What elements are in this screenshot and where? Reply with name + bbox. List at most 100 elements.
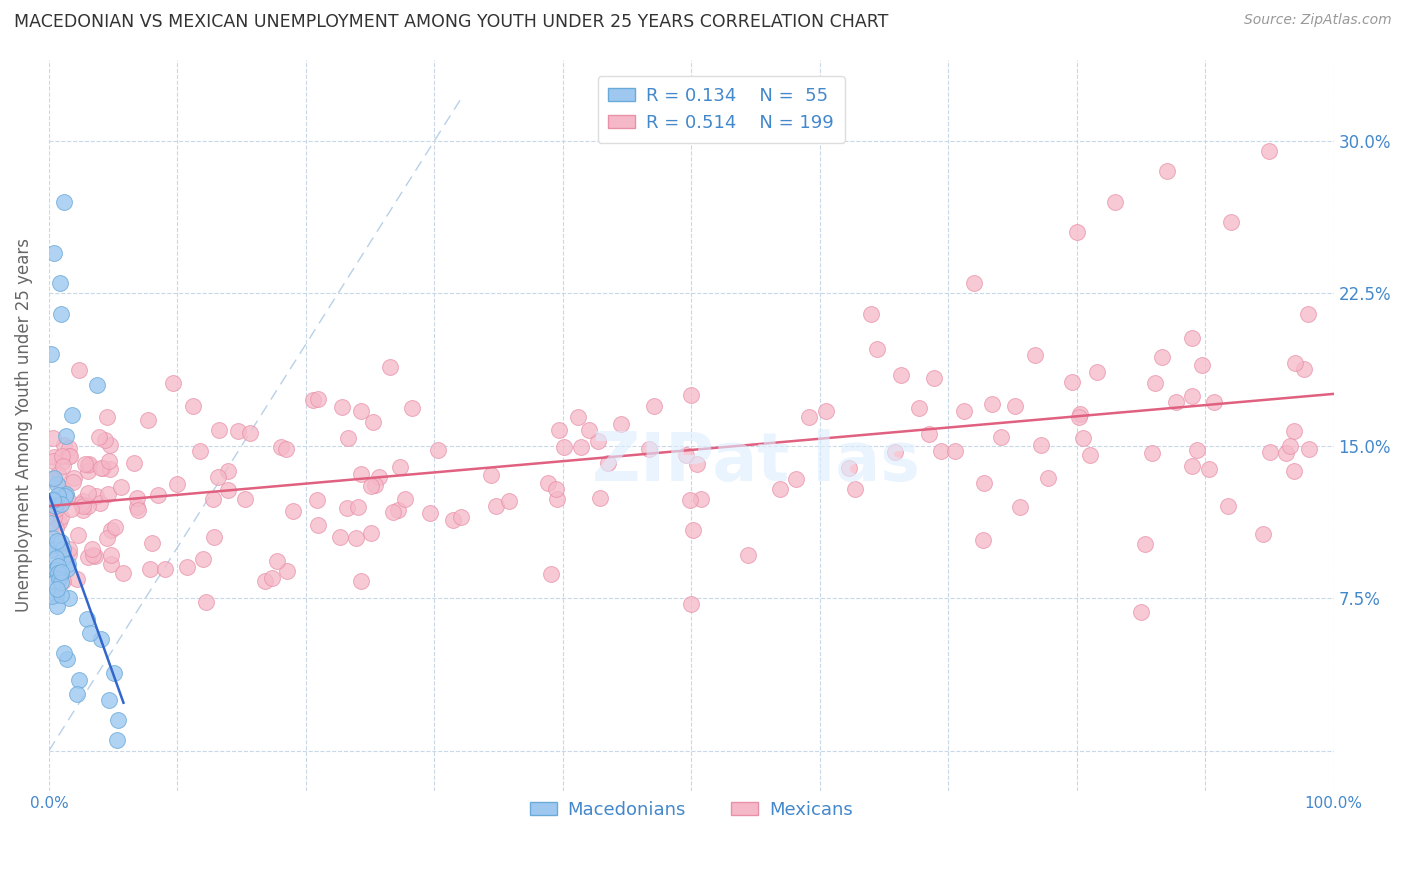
Point <box>48 516 70 530</box>
Point <box>112 566 135 581</box>
Point <box>1036 471 1059 485</box>
Point <box>41 472 63 486</box>
Point <box>419 506 441 520</box>
Point <box>1135 537 1157 551</box>
Point <box>46 488 69 502</box>
Point <box>127 503 149 517</box>
Point <box>63 471 86 485</box>
Point <box>679 493 702 508</box>
Point <box>963 276 986 290</box>
Point <box>208 423 231 437</box>
Point <box>329 530 352 544</box>
Point <box>1069 407 1091 421</box>
Point <box>100 523 122 537</box>
Point <box>122 456 145 470</box>
Point <box>72 499 94 513</box>
Point <box>498 494 520 508</box>
Point <box>46 566 69 581</box>
Point <box>91 461 114 475</box>
Point <box>1181 458 1204 473</box>
Text: Source: ZipAtlas.com: Source: ZipAtlas.com <box>1244 13 1392 28</box>
Point <box>690 492 713 507</box>
Point <box>45 521 67 535</box>
Point <box>136 413 159 427</box>
Point <box>980 397 1002 411</box>
Point <box>546 482 568 496</box>
Point <box>52 542 75 557</box>
Point <box>104 520 127 534</box>
Point <box>48 572 70 586</box>
Point <box>387 503 409 517</box>
Point <box>42 532 65 546</box>
Point <box>67 363 90 377</box>
Point <box>86 377 108 392</box>
Point <box>307 517 329 532</box>
Point <box>45 588 67 602</box>
Point <box>42 454 65 468</box>
Point <box>42 450 65 465</box>
Point <box>76 611 98 625</box>
Point <box>82 548 104 562</box>
Point <box>42 492 65 507</box>
Point <box>360 479 382 493</box>
Point <box>125 491 148 506</box>
Point <box>1067 410 1090 425</box>
Point <box>202 530 225 544</box>
Point <box>45 599 67 613</box>
Point <box>865 342 887 356</box>
Point <box>737 548 759 562</box>
Point <box>58 591 80 606</box>
Point <box>217 483 239 497</box>
Y-axis label: Unemployment Among Youth under 25 years: Unemployment Among Youth under 25 years <box>15 238 32 613</box>
Point <box>90 632 112 646</box>
Point <box>336 431 359 445</box>
Point <box>972 533 994 547</box>
Point <box>401 401 423 416</box>
Point <box>46 582 69 597</box>
Point <box>42 576 65 591</box>
Point <box>368 470 391 484</box>
Point <box>1164 395 1187 409</box>
Point <box>675 448 697 462</box>
Point <box>59 449 82 463</box>
Point <box>814 404 837 418</box>
Point <box>139 561 162 575</box>
Point <box>922 371 945 385</box>
Point <box>1181 389 1204 403</box>
Point <box>586 434 609 449</box>
Text: MACEDONIAN VS MEXICAN UNEMPLOYMENT AMONG YOUTH UNDER 25 YEARS CORRELATION CHART: MACEDONIAN VS MEXICAN UNEMPLOYMENT AMONG… <box>14 13 889 31</box>
Point <box>276 442 298 456</box>
Point <box>907 401 929 415</box>
Point <box>302 392 325 407</box>
Point <box>96 531 118 545</box>
Point <box>990 430 1012 444</box>
Point <box>52 551 75 566</box>
Legend: Macedonians, Mexicans: Macedonians, Mexicans <box>523 794 860 826</box>
Point <box>380 359 402 374</box>
Point <box>578 423 600 437</box>
Point <box>1258 445 1281 459</box>
Point <box>55 491 77 505</box>
Point <box>260 571 283 585</box>
Point <box>97 693 120 707</box>
Point <box>388 459 411 474</box>
Point <box>39 516 62 530</box>
Point <box>51 497 73 511</box>
Point <box>39 543 62 558</box>
Point <box>610 417 633 432</box>
Point <box>1156 164 1178 178</box>
Point <box>46 477 69 491</box>
Point <box>66 572 89 586</box>
Point <box>48 570 70 584</box>
Point <box>52 646 75 660</box>
Point <box>233 491 256 506</box>
Point <box>70 497 93 511</box>
Point <box>49 566 72 581</box>
Point <box>58 541 80 556</box>
Point <box>860 307 883 321</box>
Point <box>394 492 416 507</box>
Point <box>1278 439 1301 453</box>
Point <box>77 499 100 513</box>
Point <box>307 392 329 407</box>
Point <box>176 560 198 574</box>
